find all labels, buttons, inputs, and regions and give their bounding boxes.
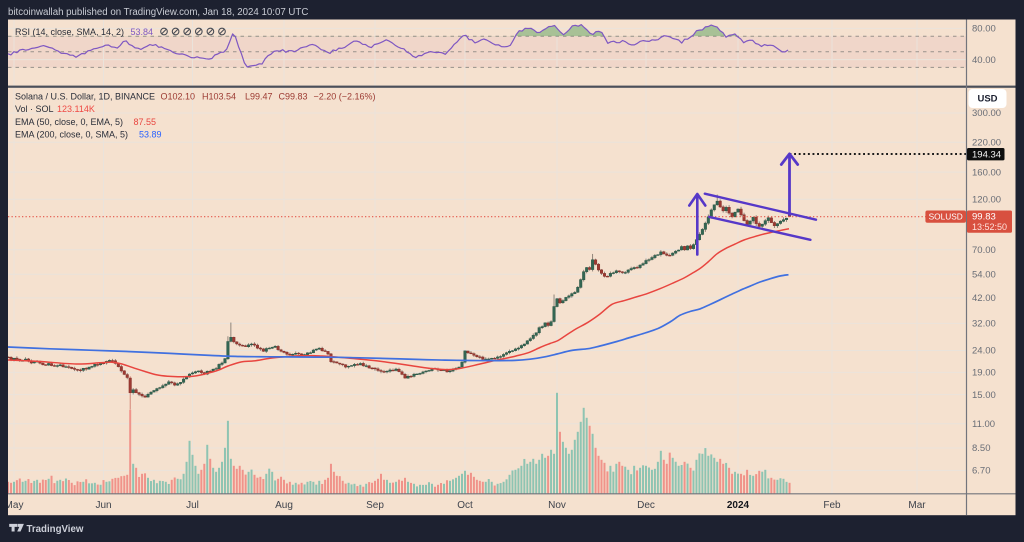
svg-text:SOLUSD: SOLUSD	[929, 211, 963, 221]
svg-text:Feb: Feb	[823, 500, 841, 511]
svg-text:bitcoinwallah published on Tra: bitcoinwallah published on TradingView.c…	[8, 7, 308, 18]
svg-text:120.00: 120.00	[972, 194, 1001, 205]
svg-text:Dec: Dec	[637, 500, 655, 511]
svg-text:42.00: 42.00	[972, 293, 996, 304]
svg-text:80.00: 80.00	[972, 24, 996, 35]
svg-text:24.00: 24.00	[972, 346, 996, 357]
svg-text:RSI (14, close, SMA, 14, 2)53.: RSI (14, close, SMA, 14, 2) 53.84	[15, 27, 153, 37]
svg-text:Jul: Jul	[186, 500, 199, 511]
svg-text:Nov: Nov	[548, 500, 566, 511]
svg-text:19.00: 19.00	[972, 368, 996, 379]
svg-text:2024: 2024	[727, 500, 750, 511]
svg-text:32.00: 32.00	[972, 319, 996, 330]
svg-text:TradingView: TradingView	[27, 524, 84, 535]
svg-text:54.00: 54.00	[972, 269, 996, 280]
svg-text:Mar: Mar	[908, 500, 926, 511]
svg-text:99.83: 99.83	[972, 212, 996, 223]
svg-text:160.00: 160.00	[972, 167, 1001, 178]
svg-text:194.34: 194.34	[972, 149, 1001, 160]
svg-text:EMA (50, close, 0, EMA, 5)87.5: EMA (50, close, 0, EMA, 5) 87.55	[15, 117, 156, 127]
svg-text:300.00: 300.00	[972, 108, 1001, 119]
svg-text:40.00: 40.00	[972, 55, 996, 66]
svg-text:11.00: 11.00	[972, 419, 995, 430]
svg-text:May: May	[5, 500, 24, 511]
svg-text:USD: USD	[977, 94, 997, 105]
svg-text:Jun: Jun	[95, 500, 111, 511]
svg-text:15.00: 15.00	[972, 390, 996, 401]
svg-text:6.70: 6.70	[972, 466, 991, 477]
svg-text:70.00: 70.00	[972, 245, 996, 256]
svg-text:Solana / U.S. Dollar, 1D, BINA: Solana / U.S. Dollar, 1D, BINANCE O102.10…	[15, 92, 376, 102]
svg-text:220.00: 220.00	[972, 137, 1001, 148]
svg-text:8.50: 8.50	[972, 443, 991, 454]
svg-text:Aug: Aug	[275, 500, 293, 511]
svg-text:Oct: Oct	[457, 500, 473, 511]
svg-text:13:52:50: 13:52:50	[972, 222, 1007, 232]
svg-text:Sep: Sep	[366, 500, 384, 511]
svg-text:EMA (200, close, 0, SMA, 5)53.: EMA (200, close, 0, SMA, 5) 53.89	[15, 129, 162, 139]
